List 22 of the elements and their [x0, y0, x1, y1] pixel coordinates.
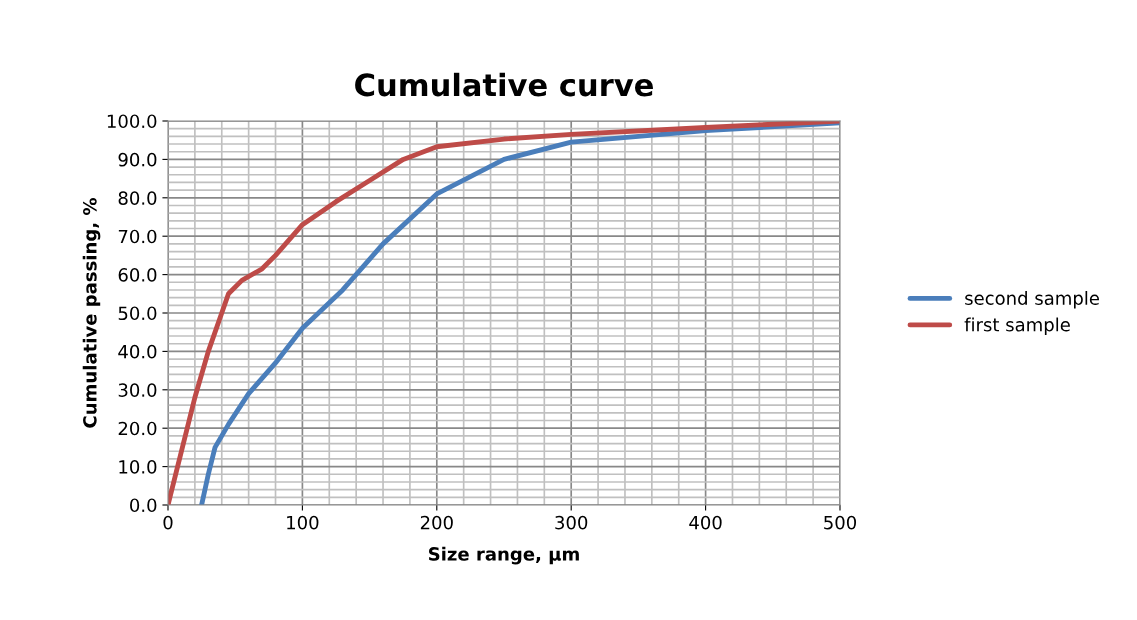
y-tick-label: 90.0	[118, 152, 157, 167]
y-tick-label: 100.0	[107, 114, 157, 129]
x-tick-label: 400	[689, 515, 722, 530]
y-axis-title: Cumulative passing, %	[82, 198, 101, 428]
x-tick-label: 100	[287, 515, 319, 530]
chart-title: Cumulative curve	[355, 72, 653, 97]
x-tick-label: 200	[420, 515, 453, 530]
y-tick-label: 50.0	[118, 306, 157, 321]
x-tick-label: 500	[824, 515, 857, 530]
y-tick-label: 80.0	[118, 191, 157, 205]
legend-label: first sample	[964, 317, 1070, 335]
y-tick-label: 40.0	[118, 344, 157, 359]
y-tick-label: 0.0	[130, 498, 157, 513]
legend-label: second sample	[965, 291, 1099, 309]
x-tick-label: 0	[163, 515, 173, 530]
y-tick-label: 20.0	[118, 421, 157, 436]
y-tick-label: 10.0	[119, 460, 157, 474]
y-tick-label: 70.0	[118, 229, 157, 244]
y-tick-label: 60.0	[118, 268, 157, 282]
x-axis-title: Size range, µm	[429, 546, 579, 565]
x-tick-label: 300	[555, 515, 588, 530]
y-tick-label: 30.0	[118, 383, 157, 397]
